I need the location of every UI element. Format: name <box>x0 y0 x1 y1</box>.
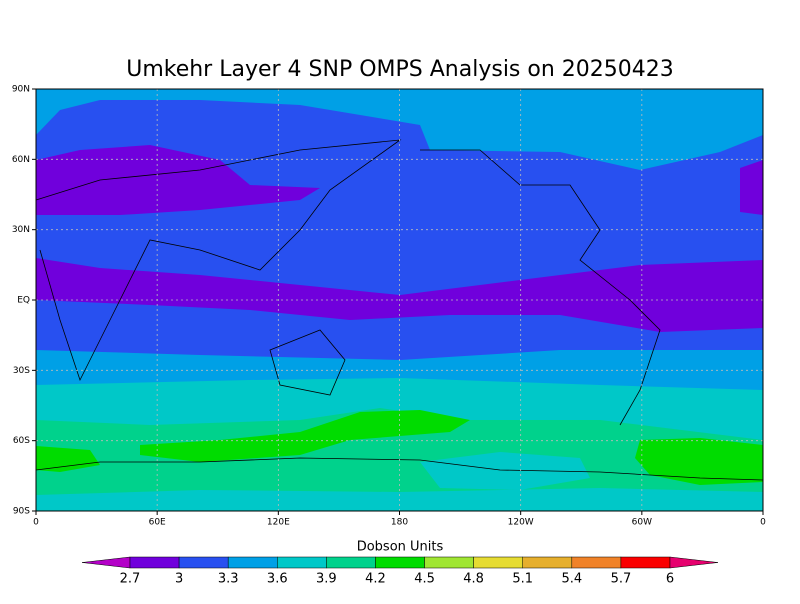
colorbar-label: 5.1 <box>512 572 533 587</box>
colorbar-label: 3.9 <box>316 572 337 587</box>
colorbar-label: 3.6 <box>267 572 288 587</box>
contour-band <box>36 89 763 170</box>
contour-band <box>140 410 470 462</box>
colorbar-end <box>81 556 131 569</box>
y-tick-label: 30S <box>13 366 30 376</box>
colorbar-title: Dobson Units <box>357 540 444 555</box>
contour-band <box>420 452 590 490</box>
colorbar-box <box>326 556 376 569</box>
x-tick-label: 120E <box>267 518 290 528</box>
x-tick-label: 0 <box>760 518 766 528</box>
x-tick-label: 60W <box>632 518 652 528</box>
colorbar-label: 3.3 <box>218 572 239 587</box>
colorbar-label: 5.7 <box>611 572 632 587</box>
colorbar-label: 5.4 <box>561 572 582 587</box>
contour-band <box>36 446 100 472</box>
coastline <box>35 139 402 382</box>
coastline <box>35 457 764 481</box>
y-tick-label: 90N <box>12 85 30 95</box>
y-tick-label: EQ <box>17 296 30 306</box>
colorbar-box <box>571 556 622 569</box>
colorbar-box <box>620 556 671 569</box>
colorbar-box <box>178 556 229 569</box>
x-tick-label: 0 <box>33 518 39 528</box>
colorbar-box <box>424 556 474 569</box>
colorbar-box <box>277 556 327 569</box>
y-tick-label: 90S <box>13 507 30 517</box>
colorbar-label: 4.2 <box>365 572 386 587</box>
colorbar-box <box>375 556 425 569</box>
title: Umkehr Layer 4 SNP OMPS Analysis on 2025… <box>126 57 674 82</box>
colorbar-box <box>227 556 278 569</box>
colorbar-box <box>473 556 523 569</box>
coastline <box>420 149 661 426</box>
contour-band <box>36 145 320 215</box>
x-tick-label: 120W <box>508 518 534 528</box>
y-tick-label: 60N <box>12 155 30 165</box>
colorbar-end <box>669 556 719 569</box>
map <box>35 88 764 512</box>
y-tick-label: 60S <box>13 436 30 446</box>
y-tick-label: 30N <box>12 225 30 235</box>
colorbar-box <box>522 556 573 569</box>
colorbar: 2.7 3 3.3 3.6 3.9 4.2 4.5 4.8 5.1 5.4 5.7 6 <box>81 556 719 587</box>
colorbar-label: 4.8 <box>463 572 484 587</box>
contour-band <box>635 438 763 485</box>
contour-band <box>740 160 763 215</box>
colorbar-label: 4.5 <box>414 572 435 587</box>
colorbar-label: 2.7 <box>120 572 141 587</box>
x-tick-label: 60E <box>149 518 166 528</box>
x-tick-label: 180 <box>391 518 408 528</box>
colorbar-box <box>129 556 180 569</box>
colorbar-label: 6 <box>666 572 674 587</box>
colorbar-label: 3 <box>175 572 183 587</box>
